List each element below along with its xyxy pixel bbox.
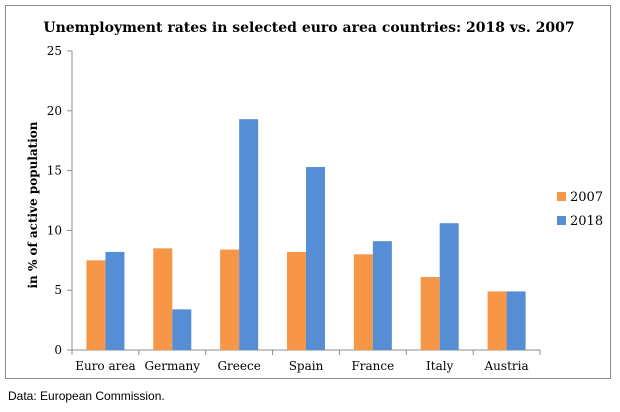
bar-2007 — [487, 291, 507, 350]
x-tick-label: Euro area — [75, 359, 135, 373]
legend-label: 2007 — [570, 190, 603, 205]
x-tick-label: Spain — [289, 359, 324, 373]
x-tick-label: Greece — [217, 359, 260, 373]
x-tick-label: Italy — [426, 359, 454, 373]
bar-2018 — [172, 309, 192, 350]
bar-2007 — [420, 277, 440, 350]
bar-2007 — [153, 248, 173, 350]
x-axis-ticks: Euro area Germany Greece Spain France Italy Au… — [71, 350, 541, 373]
y-tick-label: 10 — [47, 223, 62, 237]
bars — [86, 119, 526, 350]
bar-2007 — [220, 249, 240, 350]
bar-2018 — [506, 291, 526, 350]
legend-swatch — [557, 192, 566, 201]
y-tick-label: 15 — [47, 164, 62, 178]
legend-label: 2018 — [570, 214, 603, 229]
y-tick-label: 0 — [54, 343, 62, 357]
y-axis-ticks: 0 5 10 15 20 25 — [47, 44, 72, 357]
bar-2018 — [105, 251, 125, 350]
bar-2018 — [306, 167, 325, 350]
y-tick-label: 25 — [47, 44, 62, 58]
bar-2007 — [287, 251, 306, 350]
legend-swatch — [557, 216, 566, 225]
x-tick-label: France — [351, 359, 394, 373]
bar-2007 — [86, 260, 106, 350]
bar-2018 — [372, 241, 392, 350]
source-note: Data: European Commission. — [8, 389, 165, 403]
chart-title: Unemployment rates in selected euro area… — [43, 20, 575, 36]
x-tick-label: Austria — [484, 359, 529, 373]
bar-2018 — [239, 119, 259, 350]
x-tick-label: Germany — [145, 359, 201, 373]
y-tick-label: 20 — [47, 104, 62, 118]
bar-2007 — [353, 254, 373, 350]
bar-2018 — [439, 223, 459, 350]
legend: 2007 2018 — [557, 190, 603, 229]
y-tick-label: 5 — [54, 283, 62, 297]
